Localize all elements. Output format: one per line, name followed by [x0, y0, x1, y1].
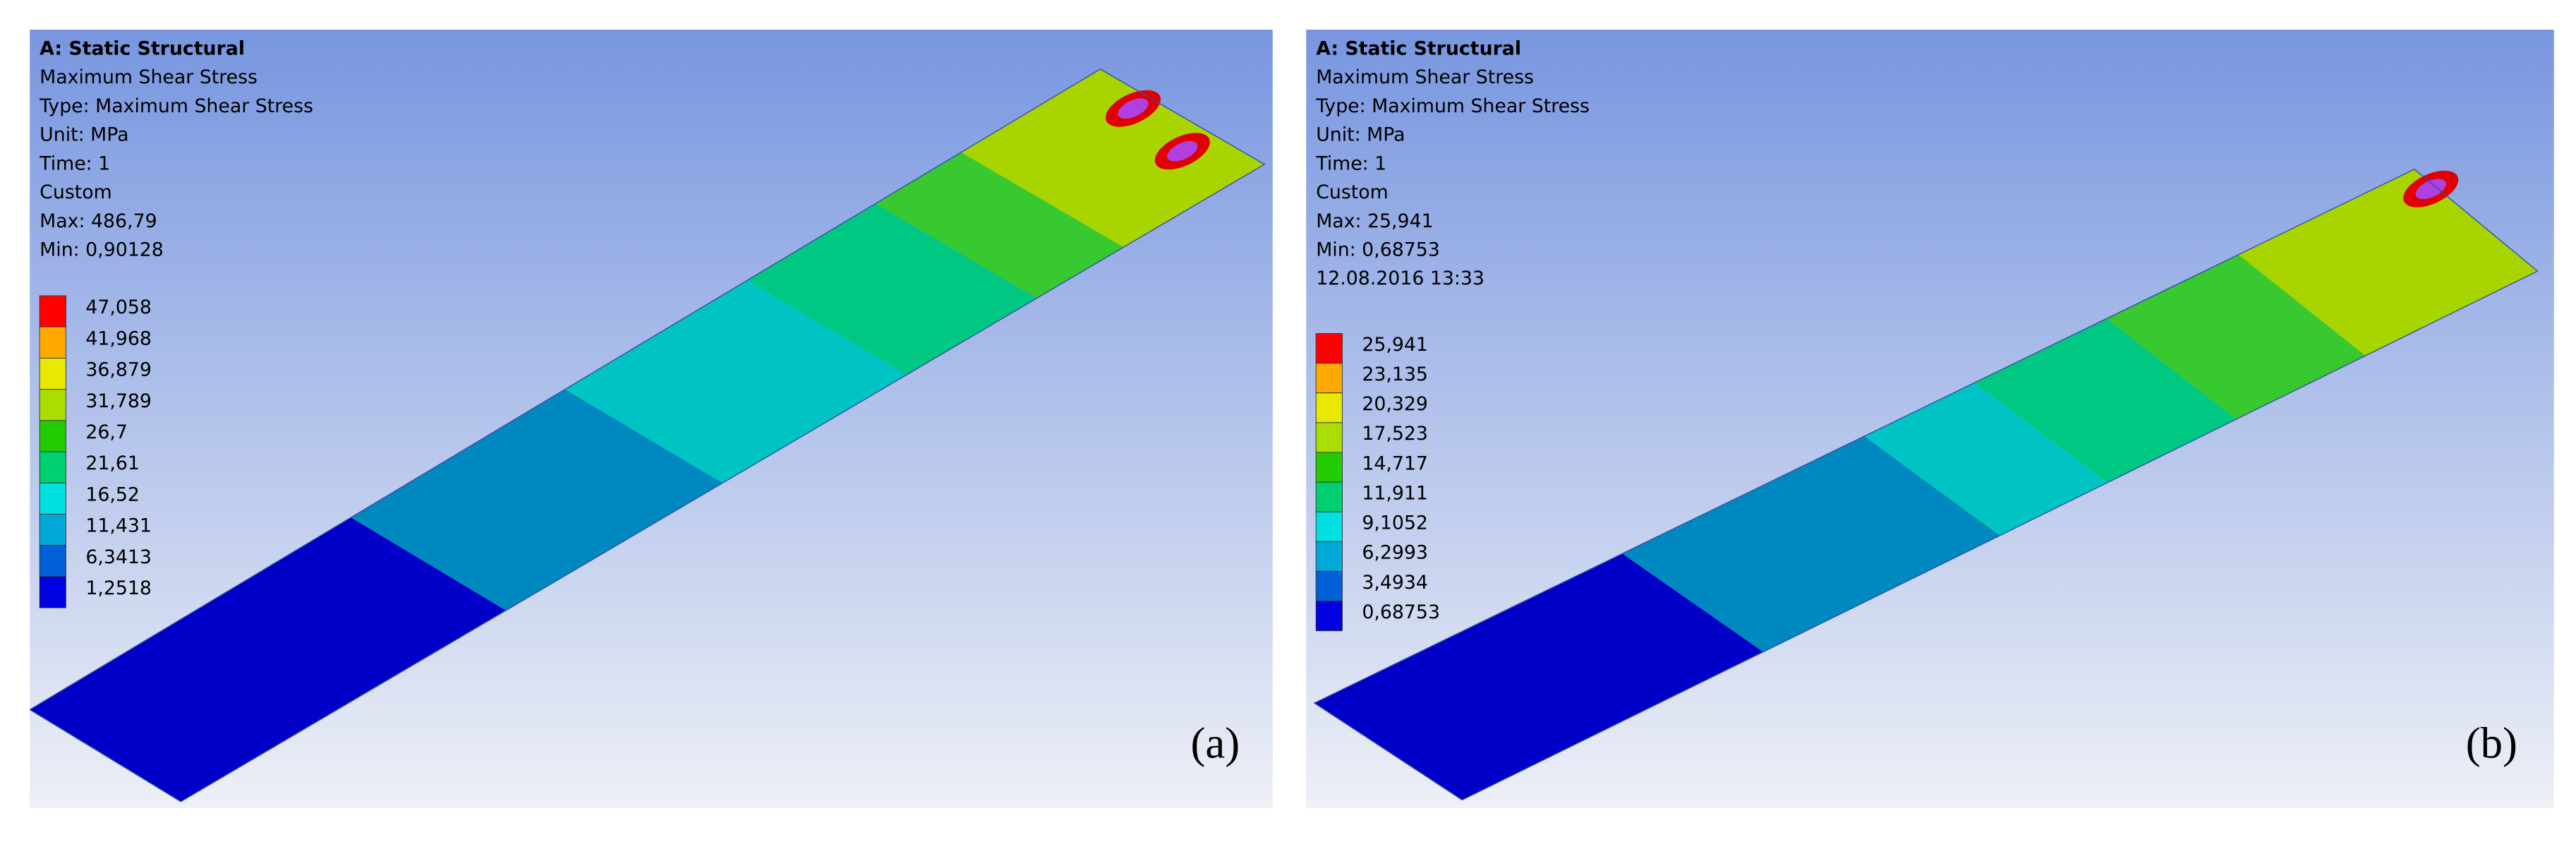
legend-swatch [1315, 541, 1343, 572]
legend-label: 9,1052 [1362, 512, 1428, 534]
legend-label: 11,911 [1362, 482, 1428, 504]
legend-swatch [39, 389, 66, 421]
result-info: Type: Maximum Shear Stress [1315, 95, 1590, 117]
legend-label: 20,329 [1362, 393, 1428, 415]
stress-band [2106, 254, 2366, 419]
legend-swatch [39, 514, 66, 546]
panel: A: Static Structural Maximum Shear Stress… [1306, 30, 2554, 808]
result-info: Time: 1 [1315, 152, 1386, 174]
legend-swatch [1315, 422, 1343, 453]
legend-label: 1,2518 [85, 577, 152, 599]
stress-band [1314, 553, 1764, 800]
legend-swatch [1315, 601, 1343, 632]
legend-swatch [1315, 392, 1343, 424]
legend-swatch [1315, 481, 1343, 512]
legend-label: 0,68753 [1362, 601, 1440, 623]
legend-label: 41,968 [85, 328, 152, 349]
panel-label: (a) [1190, 718, 1240, 767]
legend-swatch [39, 482, 66, 515]
legend-swatch [39, 326, 66, 359]
result-info: 12.08.2016 13:33 [1316, 268, 1484, 289]
stress-band [875, 152, 1124, 299]
stress-band [961, 68, 1265, 248]
stress-hotspot [1167, 140, 1198, 162]
stress-band [351, 389, 723, 611]
legend-label: 47,058 [85, 296, 152, 318]
legend-label: 3,4934 [1362, 572, 1428, 594]
legend-label: 16,52 [85, 483, 140, 505]
plate-edge [30, 68, 1266, 803]
result-info: Custom [1316, 181, 1388, 203]
stress-band [30, 517, 507, 802]
result-title: A: Static Structural [40, 37, 245, 59]
stress-band [746, 203, 1037, 375]
result-info: Custom [40, 181, 111, 203]
result-info: Type: Maximum Shear Stress [39, 95, 313, 117]
result-info: Max: 25,941 [1316, 210, 1433, 232]
legend-swatch [39, 295, 66, 328]
legend-swatch [39, 451, 66, 483]
legend-label: 21,61 [85, 452, 140, 474]
legend-swatch [39, 576, 66, 608]
legend-swatch [39, 545, 66, 577]
result-info: Min: 0,68753 [1316, 239, 1440, 260]
legend-label: 11,431 [85, 515, 152, 537]
panel-label: (b) [2466, 718, 2517, 767]
stress-band [1974, 318, 2237, 483]
legend-label: 36,879 [85, 359, 152, 381]
stress-band [1622, 435, 2000, 652]
panel: A: Static Structural Maximum Shear Stress… [30, 30, 1273, 808]
stress-hotspot [1118, 98, 1149, 119]
legend-swatch [39, 420, 66, 452]
legend-swatch [1315, 363, 1343, 394]
result-info: Time: 1 [39, 152, 110, 174]
legend-swatch [1315, 511, 1343, 542]
legend-swatch [39, 357, 66, 390]
result-title: A: Static Structural [1316, 37, 1521, 59]
plate-edge [1313, 168, 2539, 801]
result-info: Unit: MPa [40, 124, 128, 146]
legend-label: 14,717 [1362, 452, 1428, 474]
result-info: Maximum Shear Stress [40, 66, 258, 88]
legend-label: 6,3413 [85, 546, 152, 568]
result-info: Min: 0,90128 [40, 239, 164, 260]
legend-label: 31,789 [85, 390, 152, 412]
stress-band [1864, 383, 2108, 536]
result-info: Max: 486,79 [40, 210, 157, 232]
legend-label: 25,941 [1362, 334, 1428, 356]
result-info: Unit: MPa [1316, 124, 1405, 146]
legend-label: 26,7 [85, 421, 128, 443]
legend-label: 17,523 [1362, 423, 1428, 445]
result-info: Maximum Shear Stress [1316, 66, 1534, 88]
stress-band [564, 280, 907, 483]
legend-label: 6,2993 [1362, 542, 1428, 564]
legend-swatch [1315, 570, 1343, 602]
legend-label: 23,135 [1362, 364, 1428, 385]
legend-swatch [1315, 452, 1343, 483]
stress-band [2238, 169, 2538, 356]
legend-swatch [1315, 333, 1343, 364]
stress-hotspot [2415, 179, 2446, 200]
